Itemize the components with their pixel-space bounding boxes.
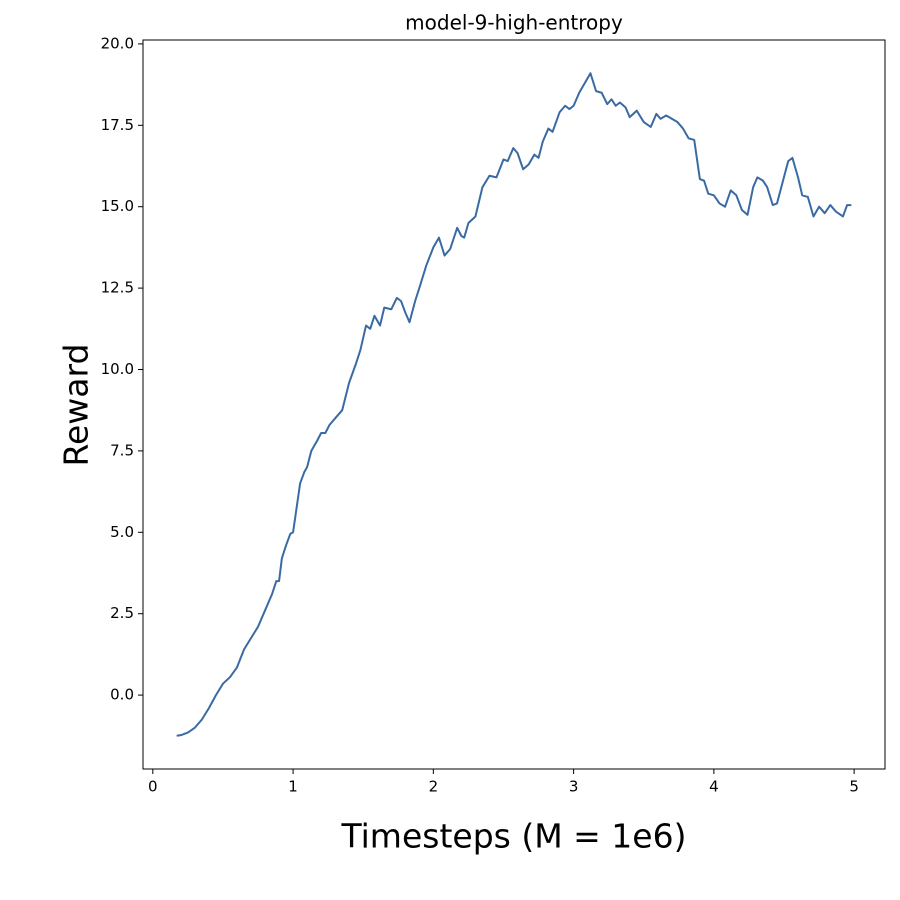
y-tick-label: 7.5 (110, 441, 134, 459)
x-tick-label: 3 (569, 778, 579, 796)
x-tick-label: 0 (148, 778, 158, 796)
plot-frame (142, 39, 886, 770)
y-tick-label: 0.0 (110, 686, 134, 704)
x-tick-label: 2 (429, 778, 439, 796)
y-tick-label: 10.0 (101, 360, 134, 378)
y-tick-label: 17.5 (101, 116, 134, 134)
y-tick-label: 12.5 (101, 279, 134, 297)
y-axis-label: Reward (57, 344, 96, 467)
y-tick-label: 5.0 (110, 523, 134, 541)
x-axis-label: Timesteps (M = 1e6) (341, 817, 687, 856)
chart-title: model-9-high-entropy (405, 11, 623, 35)
x-tick-label: 5 (849, 778, 859, 796)
x-tick-label: 1 (288, 778, 298, 796)
x-tick-label: 4 (709, 778, 719, 796)
y-tick-label: 15.0 (101, 197, 134, 215)
y-tick-label: 2.5 (110, 604, 134, 622)
line-series (176, 72, 852, 737)
y-tick-label: 20.0 (101, 34, 134, 52)
